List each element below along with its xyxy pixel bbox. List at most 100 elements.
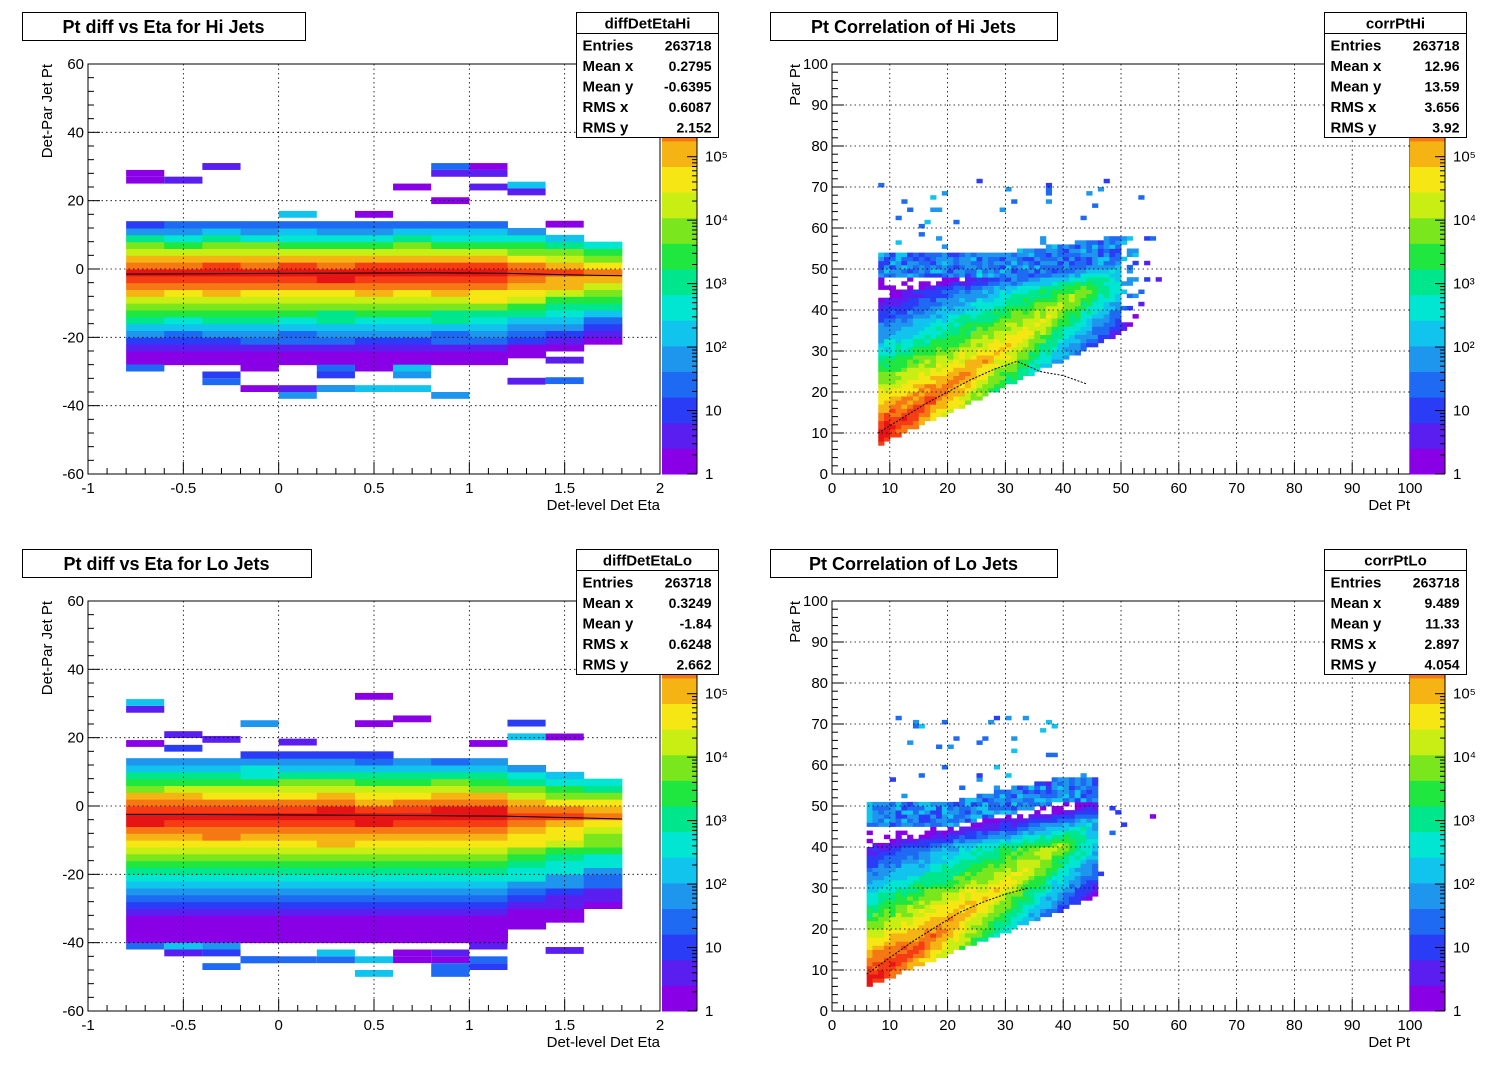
heatmap-cell bbox=[1092, 338, 1099, 344]
heatmap-cell bbox=[941, 264, 948, 270]
heatmap-outlier bbox=[431, 197, 470, 205]
heatmap-cell bbox=[1092, 777, 1099, 782]
heatmap-cell bbox=[1132, 293, 1139, 299]
heatmap-cell bbox=[878, 953, 885, 959]
heatmap-cell bbox=[866, 924, 873, 930]
heatmap-cell bbox=[431, 316, 470, 325]
heatmap-cell bbox=[959, 834, 966, 840]
heatmap-cell bbox=[507, 323, 547, 331]
heatmap-cell bbox=[988, 814, 995, 819]
heatmap-cell bbox=[507, 771, 547, 780]
heatmap-cell bbox=[993, 871, 1001, 877]
heatmap-cell bbox=[907, 400, 914, 405]
heatmap-cell bbox=[872, 818, 879, 823]
heatmap-cell bbox=[953, 351, 960, 356]
heatmap-cell bbox=[889, 412, 896, 417]
heatmap-cell bbox=[988, 842, 995, 848]
heatmap-cell bbox=[1057, 322, 1064, 327]
heatmap-cell bbox=[1103, 264, 1110, 270]
heatmap-cell bbox=[393, 908, 432, 916]
heatmap-cell bbox=[889, 937, 896, 942]
heatmap-cell bbox=[1011, 801, 1018, 807]
heatmap-cell bbox=[583, 847, 623, 855]
heatmap-cell bbox=[924, 281, 931, 286]
heatmap-cell bbox=[1086, 863, 1093, 868]
heatmap-cell bbox=[1040, 289, 1047, 294]
heatmap-cell bbox=[999, 810, 1006, 815]
heatmap-cell bbox=[202, 915, 242, 923]
heatmap-cell bbox=[1132, 248, 1139, 253]
heatmap-cell bbox=[1063, 810, 1070, 815]
heatmap-cell bbox=[976, 305, 983, 311]
heatmap-cell bbox=[959, 322, 966, 327]
heatmap-cell bbox=[970, 933, 977, 938]
heatmap-cell bbox=[507, 330, 547, 338]
heatmap-cell bbox=[1028, 326, 1035, 331]
heatmap-cell bbox=[507, 853, 547, 862]
heatmap-cell bbox=[1068, 830, 1076, 836]
heatmap-cell bbox=[278, 860, 318, 868]
heatmap-cell bbox=[164, 929, 203, 937]
palette-swatch bbox=[1410, 780, 1445, 807]
heatmap-cell bbox=[947, 359, 954, 364]
heatmap-cell bbox=[953, 219, 960, 225]
heatmap-cell bbox=[1005, 838, 1012, 844]
heatmap-cell bbox=[278, 847, 318, 855]
heatmap-cell bbox=[895, 933, 902, 938]
heatmap-cell bbox=[930, 847, 937, 852]
heatmap-cell bbox=[1074, 879, 1081, 885]
heatmap-cell bbox=[988, 326, 995, 331]
heatmap-cell bbox=[970, 814, 977, 819]
heatmap-cell bbox=[999, 305, 1006, 311]
heatmap-cell bbox=[1011, 338, 1018, 344]
heatmap-cell bbox=[878, 334, 885, 340]
heatmap-cell bbox=[1057, 793, 1064, 799]
heatmap-cell bbox=[976, 793, 983, 799]
heatmap-cell bbox=[889, 260, 896, 266]
heatmap-outlier bbox=[316, 385, 355, 392]
heatmap-cell bbox=[918, 359, 925, 364]
heatmap-outlier bbox=[202, 163, 241, 170]
heatmap-cell bbox=[988, 383, 995, 389]
heatmap-cell bbox=[982, 912, 989, 918]
heatmap-cell bbox=[202, 929, 242, 937]
heatmap-cell bbox=[941, 908, 948, 913]
heatmap-cell bbox=[126, 316, 165, 325]
heatmap-cell bbox=[1022, 851, 1029, 856]
heatmap-cell bbox=[1040, 260, 1047, 266]
heatmap-cell bbox=[953, 834, 960, 840]
palette-label: 10 bbox=[705, 403, 722, 420]
heatmap-cell bbox=[469, 915, 508, 923]
heatmap-cell bbox=[1109, 330, 1116, 335]
heatmap-cell bbox=[959, 293, 966, 299]
heatmap-cell bbox=[1080, 851, 1087, 856]
heatmap-cell bbox=[988, 904, 995, 909]
heatmap-cell bbox=[970, 252, 977, 258]
heatmap-cell bbox=[278, 303, 318, 311]
heatmap-cell bbox=[1051, 908, 1058, 913]
heatmap-cell bbox=[895, 301, 902, 307]
heatmap-cell bbox=[936, 355, 943, 360]
heatmap-cell bbox=[1005, 912, 1012, 918]
heatmap-cell bbox=[1080, 281, 1087, 286]
heatmap-cell bbox=[947, 806, 954, 811]
heatmap-cell bbox=[872, 900, 879, 905]
heatmap-cell bbox=[912, 260, 920, 266]
heatmap-cell bbox=[1045, 855, 1053, 860]
heatmap-cell bbox=[1034, 883, 1041, 889]
heatmap-cell bbox=[1074, 822, 1081, 827]
heatmap-cell bbox=[936, 314, 943, 319]
heatmap-cell bbox=[936, 346, 943, 352]
heatmap-cell bbox=[901, 346, 908, 352]
heatmap-cell bbox=[982, 863, 989, 868]
heatmap-cell bbox=[947, 297, 954, 303]
heatmap-cell bbox=[1005, 904, 1012, 909]
heatmap-cell bbox=[993, 277, 1001, 282]
stats-value: 3.92 bbox=[1432, 120, 1459, 136]
heatmap-cell bbox=[1011, 793, 1018, 799]
heatmap-cell bbox=[1028, 355, 1035, 360]
heatmap-cell bbox=[1051, 810, 1058, 815]
heatmap-cell bbox=[1115, 260, 1122, 266]
heatmap-cell bbox=[1051, 301, 1058, 307]
heatmap-cell bbox=[947, 363, 954, 368]
